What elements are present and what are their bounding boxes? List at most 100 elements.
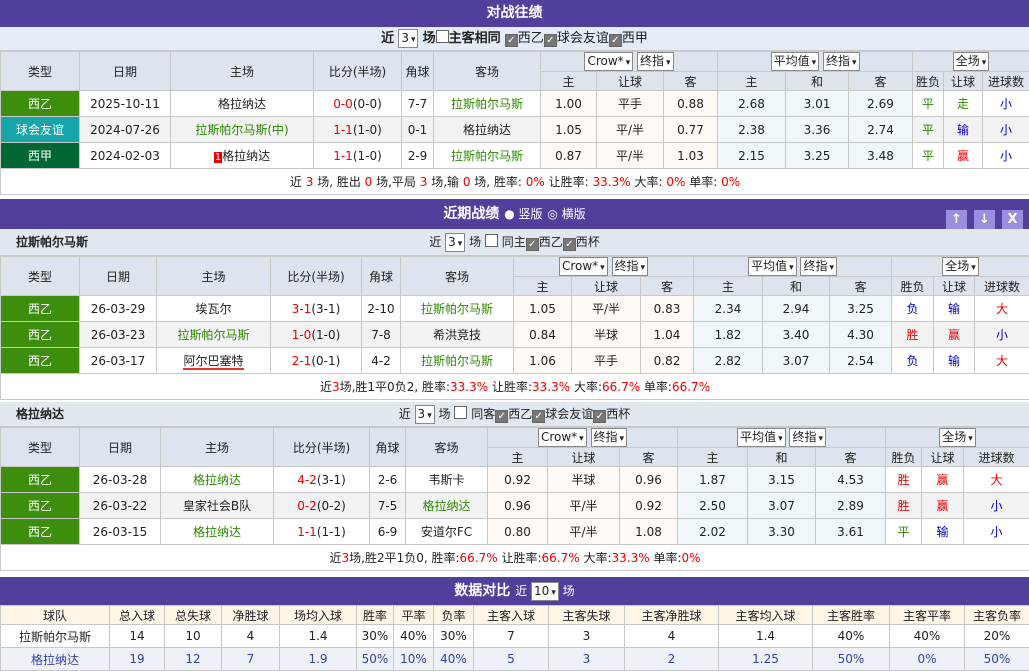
asian-odds: 1.00 <box>541 91 597 117</box>
league-checkbox[interactable]: ✓ <box>526 238 539 251</box>
close-button[interactable]: X <box>1002 210 1023 230</box>
col-corner: 角球 <box>370 428 406 467</box>
odds-time-select[interactable]: 终指▾ <box>637 52 674 71</box>
result-ou: 小 <box>975 322 1029 348</box>
vertical-radio[interactable]: ● 竖版 <box>504 207 542 221</box>
company-select[interactable]: Crow*▾ <box>538 428 587 447</box>
euro-time-select[interactable]: 终指▾ <box>823 52 860 71</box>
compare-header: 胜率 <box>357 606 394 625</box>
asian-odds: 0.77 <box>664 117 718 143</box>
period-selector: 全场▾ <box>886 428 1029 448</box>
euro-company-select[interactable]: 平均值▾ <box>737 428 786 447</box>
company-select[interactable]: Crow*▾ <box>559 257 608 276</box>
period-select[interactable]: 全场▾ <box>939 428 976 447</box>
match-date: 26-03-15 <box>80 519 161 545</box>
col-home: 主场 <box>157 257 271 296</box>
same-venue-checkbox[interactable] <box>485 234 498 247</box>
result-res: 平 <box>913 117 944 143</box>
euro-odds: 4.53 <box>816 467 886 493</box>
compare-cell: 0% <box>890 648 965 671</box>
compare-cell: 30% <box>434 625 474 648</box>
move-up-button[interactable]: ↑ <box>946 210 967 230</box>
result-ahr: 走 <box>944 91 983 117</box>
same-checkbox[interactable] <box>436 30 449 43</box>
away-team[interactable]: 拉斯帕尔马斯 <box>401 296 514 322</box>
same-venue-checkbox[interactable] <box>454 406 467 419</box>
home-team[interactable]: 拉斯帕尔马斯(中) <box>171 117 314 143</box>
recent-count-select[interactable]: 3▾ <box>445 233 465 252</box>
compare-header: 主客平率 <box>890 606 965 625</box>
match-date: 26-03-22 <box>80 493 161 519</box>
league-checkbox[interactable]: ✓ <box>609 34 622 47</box>
home-team[interactable]: 埃瓦尔 <box>157 296 271 322</box>
league-checkbox[interactable]: ✓ <box>495 410 508 423</box>
away-team[interactable]: 拉斯帕尔马斯 <box>401 348 514 374</box>
league-type[interactable]: 西乙 <box>1 467 80 493</box>
h2h-count-select[interactable]: 3▾ <box>398 29 418 48</box>
chevron-down-icon: ▾ <box>778 434 783 444</box>
chevron-down-icon: ▾ <box>458 239 463 249</box>
league-type[interactable]: 西乙 <box>1 519 80 545</box>
corners: 7-7 <box>402 91 434 117</box>
match-score: 2-1(0-1) <box>271 348 362 374</box>
compare-cell: 4 <box>625 625 719 648</box>
period-select[interactable]: 全场▾ <box>942 257 979 276</box>
odds-time-select[interactable]: 终指▾ <box>612 257 649 276</box>
col-d: 和 <box>748 448 816 467</box>
league-checkbox[interactable]: ✓ <box>505 34 518 47</box>
away-team[interactable]: 拉斯帕尔马斯 <box>434 91 541 117</box>
home-team[interactable]: 1格拉纳达 <box>171 143 314 169</box>
horizontal-radio[interactable]: ◎ 横版 <box>547 207 585 221</box>
league-type[interactable]: 西乙 <box>1 322 80 348</box>
away-team[interactable]: 希洪竞技 <box>401 322 514 348</box>
away-team[interactable]: 格拉纳达 <box>434 117 541 143</box>
away-team[interactable]: 格拉纳达 <box>406 493 488 519</box>
league-checkbox[interactable]: ✓ <box>544 34 557 47</box>
odds-time-select[interactable]: 终指▾ <box>591 428 628 447</box>
col-h: 主 <box>541 72 597 91</box>
league-type[interactable]: 西甲 <box>1 143 80 169</box>
euro-odds: 1.82 <box>694 322 763 348</box>
away-team[interactable]: 拉斯帕尔马斯 <box>434 143 541 169</box>
home-team[interactable]: 皇家社会B队 <box>161 493 274 519</box>
h2h-title-bar: 对战往绩 <box>0 0 1029 27</box>
league-checkbox[interactable]: ✓ <box>563 238 576 251</box>
league-type[interactable]: 球会友谊 <box>1 117 80 143</box>
home-team[interactable]: 格拉纳达 <box>161 519 274 545</box>
euro-company-select[interactable]: 平均值▾ <box>771 52 820 71</box>
result-ahr: 输 <box>944 117 983 143</box>
league-type[interactable]: 西乙 <box>1 91 80 117</box>
compare-cell: 1.25 <box>719 648 813 671</box>
league-type[interactable]: 西乙 <box>1 348 80 374</box>
move-down-button[interactable]: ↓ <box>974 210 995 230</box>
team-b-header: 格拉纳达近 3▾ 场 同客✓西乙✓球会友谊✓西杯 <box>0 402 1029 427</box>
period-select[interactable]: 全场▾ <box>953 52 990 71</box>
corners: 4-2 <box>362 348 401 374</box>
match-score: 4-2(3-1) <box>274 467 370 493</box>
home-team[interactable]: 格拉纳达 <box>171 91 314 117</box>
compare-count-select[interactable]: 10▾ <box>531 582 559 601</box>
euro-time-select[interactable]: 终指▾ <box>800 257 837 276</box>
euro-odds: 3.07 <box>763 348 830 374</box>
away-team[interactable]: 安道尔FC <box>406 519 488 545</box>
company-select[interactable]: Crow*▾ <box>584 52 633 71</box>
compare-header: 负率 <box>434 606 474 625</box>
league-type[interactable]: 西乙 <box>1 493 80 519</box>
team-a-header: 拉斯帕尔马斯近 3▾ 场 同主✓西乙✓西杯 <box>0 229 1029 256</box>
league-checkbox[interactable]: ✓ <box>593 410 606 423</box>
league-checkbox[interactable]: ✓ <box>532 410 545 423</box>
asian-odds: 0.80 <box>488 519 548 545</box>
euro-company-select[interactable]: 平均值▾ <box>748 257 797 276</box>
recent-count-select[interactable]: 3▾ <box>415 405 435 424</box>
col-corner: 角球 <box>362 257 401 296</box>
home-team[interactable]: 拉斯帕尔马斯 <box>157 322 271 348</box>
home-team[interactable]: 格拉纳达 <box>161 467 274 493</box>
league-type[interactable]: 西乙 <box>1 296 80 322</box>
away-team[interactable]: 韦斯卡 <box>406 467 488 493</box>
home-team[interactable]: 阿尔巴塞特 <box>157 348 271 374</box>
euro-odds: 2.34 <box>694 296 763 322</box>
euro-time-select[interactable]: 终指▾ <box>789 428 826 447</box>
result-res: 胜 <box>892 322 934 348</box>
